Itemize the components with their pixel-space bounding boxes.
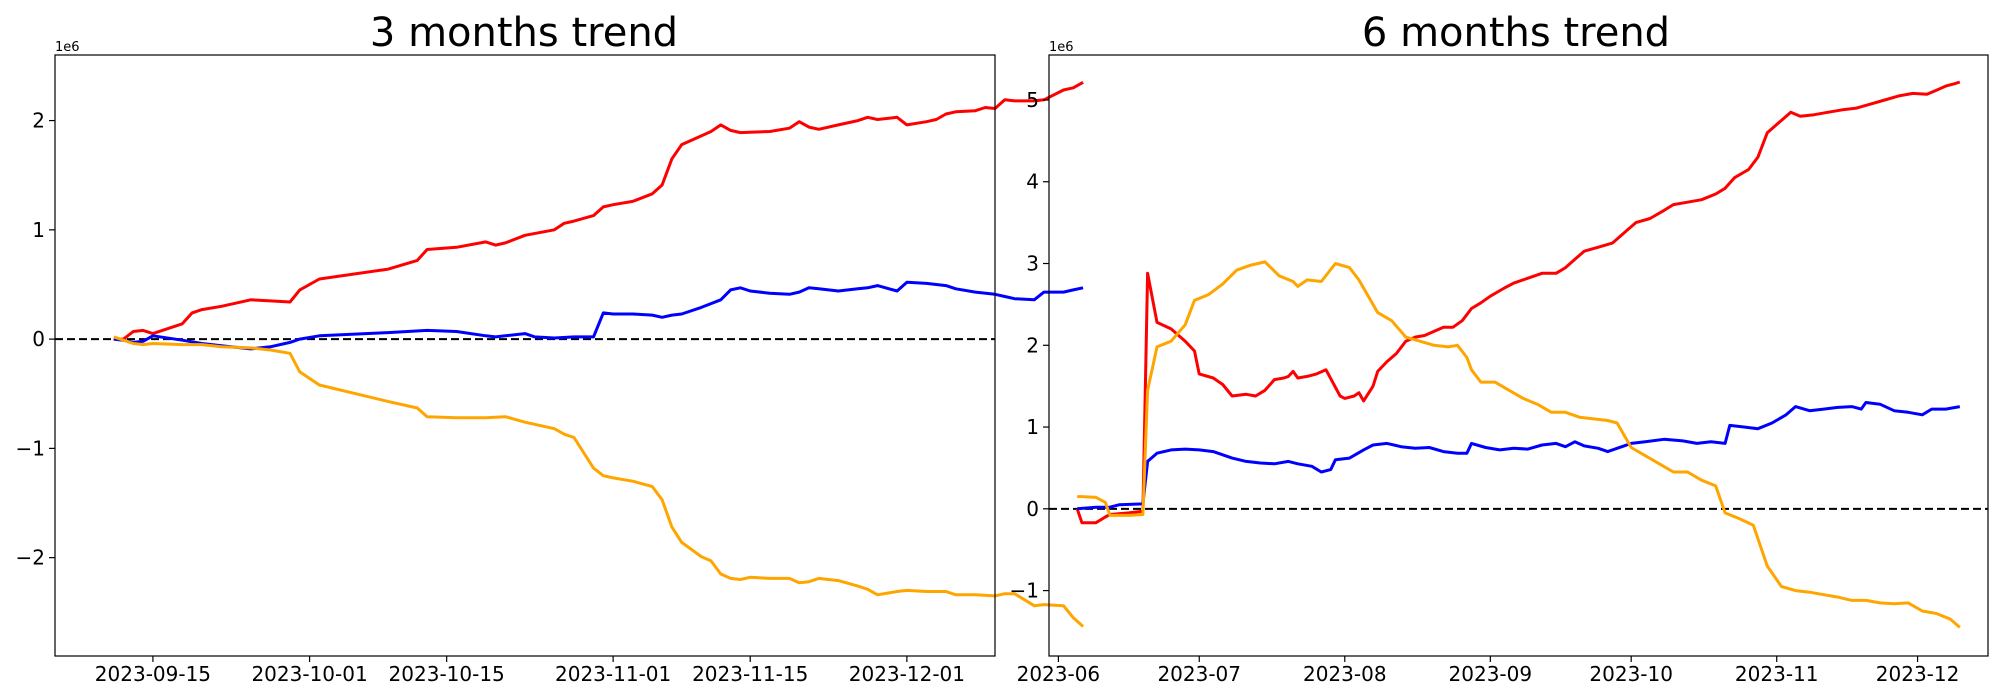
x-tick-label: 2023-09-15 — [95, 662, 211, 686]
x-tick-label: 2023-06 — [1017, 662, 1101, 686]
y-tick-label: −2 — [16, 546, 45, 570]
x-tick-label: 2023-12 — [1876, 662, 1960, 686]
series-line-3 — [113, 335, 1085, 628]
y-offset-label: 1e6 — [1049, 40, 1074, 55]
y-tick-label: 5 — [1026, 88, 1039, 112]
x-tick-label: 2023-12-01 — [849, 662, 965, 686]
x-tick-label: 2023-11-15 — [692, 662, 808, 686]
series-line-1 — [1075, 80, 1961, 525]
x-tick-label: 2023-10-15 — [389, 662, 505, 686]
y-tick-label: 0 — [32, 327, 45, 351]
x-tick-label: 2023-10-01 — [251, 662, 367, 686]
y-tick-label: 1 — [32, 218, 45, 242]
series-line-2 — [1077, 401, 1961, 511]
x-tick-label: 2023-11 — [1735, 662, 1819, 686]
y-tick-label: 4 — [1026, 170, 1039, 194]
axes-frame — [54, 54, 996, 657]
x-tick-label: 2023-11-01 — [555, 662, 671, 686]
y-tick-label: 3 — [1026, 252, 1039, 276]
series-line-3 — [1077, 260, 1961, 629]
y-tick-label: 0 — [1026, 497, 1039, 521]
plot-area: −1 0 1 2 3 4 5 2023-06 2023-07 2023-08 2023-09 2023… — [1010, 54, 1989, 686]
y-tick-label: 1 — [1026, 415, 1039, 439]
x-tick-label: 2023-07 — [1157, 662, 1241, 686]
y-offset-label: 1e6 — [55, 40, 80, 55]
y-tick-label: 2 — [32, 109, 45, 133]
x-tick-label: 2023-09 — [1449, 662, 1533, 686]
series-line-1 — [113, 80, 1084, 341]
chart-title: 3 months trend — [370, 10, 678, 56]
y-tick-label: 2 — [1026, 333, 1039, 357]
x-tick-label: 2023-10 — [1589, 662, 1673, 686]
chart-6-months: 6 months trend 1e6 −1 0 1 2 3 4 5 2023-06 2023-0… — [1010, 10, 1989, 686]
y-tick-label: −1 — [16, 436, 45, 460]
series-line-2 — [113, 280, 1084, 351]
axes-frame — [1048, 54, 1989, 657]
x-tick-label: 2023-08 — [1303, 662, 1387, 686]
y-tick-label: −1 — [1010, 579, 1039, 603]
chart-title: 6 months trend — [1362, 10, 1670, 56]
chart-3-months: 3 months trend 1e6 −2 −1 0 1 2 2023-09-15 2023… — [16, 10, 1085, 686]
